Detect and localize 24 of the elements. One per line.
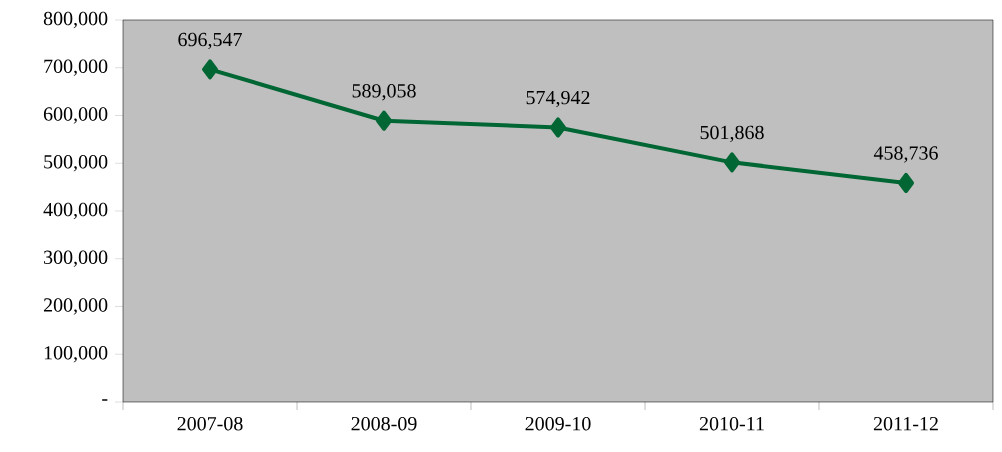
y-tick-label: 500,000 <box>44 155 108 172</box>
point <box>550 117 566 138</box>
x-tick-label: 2007-08 <box>177 416 243 431</box>
y-tick-label: 100,000 <box>44 346 108 363</box>
y-tick-label: 800,000 <box>43 11 108 29</box>
data-label: 589,058 <box>352 84 416 101</box>
x-tick-label: 2008-09 <box>351 416 417 431</box>
point <box>898 172 914 193</box>
y-tick-label: 700,000 <box>44 59 108 76</box>
x-tick-label: 2011-12 <box>873 416 938 431</box>
data-label: 458,736 <box>873 146 938 163</box>
y-tick-label: 400,000 <box>43 202 108 220</box>
point <box>724 152 740 173</box>
y-tick-label: 600,000 <box>43 107 108 124</box>
point <box>202 59 219 80</box>
point <box>376 110 393 131</box>
data-label: 696,547 <box>178 32 242 50</box>
data-label: 501,868 <box>700 125 764 143</box>
x-tick-label: 2010-11 <box>699 416 764 431</box>
y-tick-label: 300,000 <box>44 250 108 267</box>
y-tick-label: 200,000 <box>43 298 108 315</box>
data-label: 574,942 <box>526 90 590 108</box>
x-tick-label: 2009-10 <box>525 416 591 431</box>
y-tick-label: - <box>102 399 108 401</box>
